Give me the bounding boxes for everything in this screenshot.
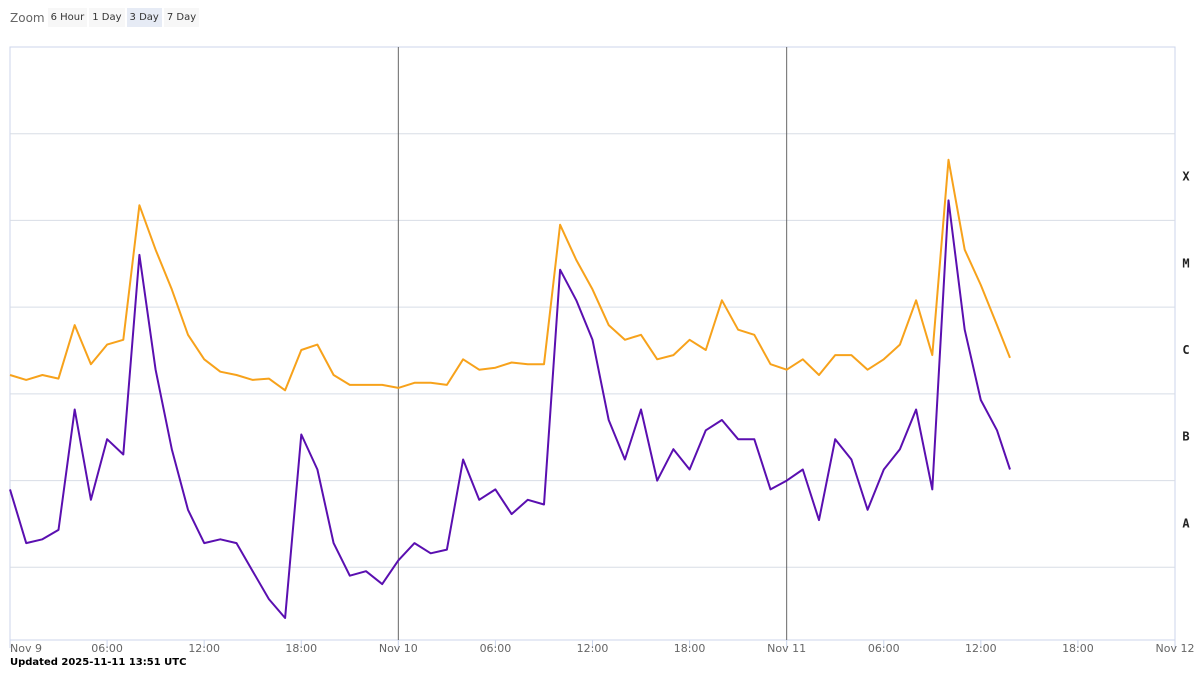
x-tick-label: 12:00 bbox=[965, 642, 997, 655]
class-label: M bbox=[1182, 256, 1189, 270]
x-tick-label: 18:00 bbox=[285, 642, 317, 655]
x-tick-label: 12:00 bbox=[577, 642, 609, 655]
zoom-button[interactable]: 6 Hour bbox=[47, 8, 88, 27]
series-line bbox=[9, 158, 1011, 392]
x-tick-label: Nov 9 bbox=[10, 642, 42, 655]
zoom-button[interactable]: 1 Day bbox=[89, 8, 125, 27]
x-tick-label: Nov 11 bbox=[767, 642, 806, 655]
x-tick-label: 06:00 bbox=[480, 642, 512, 655]
updated-note: Updated 2025-11-11 13:51 UTC bbox=[10, 657, 187, 668]
series-line bbox=[9, 199, 1011, 619]
class-label: A bbox=[1182, 516, 1190, 530]
zoom-label: Zoom bbox=[10, 10, 45, 25]
class-label: C bbox=[1182, 343, 1189, 357]
x-tick-label: Nov 10 bbox=[379, 642, 418, 655]
zoom-button[interactable]: 3 Day bbox=[126, 8, 162, 27]
x-tick-label: Nov 12 bbox=[1156, 642, 1195, 655]
class-label: B bbox=[1182, 430, 1189, 444]
zoom-bar: Zoom 6 Hour 1 Day 3 Day 7 Day bbox=[10, 8, 201, 27]
x-tick-label: 18:00 bbox=[674, 642, 706, 655]
x-tick-label: 12:00 bbox=[188, 642, 220, 655]
x-tick-label: 06:00 bbox=[91, 642, 123, 655]
class-label: X bbox=[1182, 170, 1190, 184]
x-tick-label: 06:00 bbox=[868, 642, 900, 655]
x-tick-label: 18:00 bbox=[1062, 642, 1094, 655]
zoom-button[interactable]: 7 Day bbox=[163, 8, 200, 27]
